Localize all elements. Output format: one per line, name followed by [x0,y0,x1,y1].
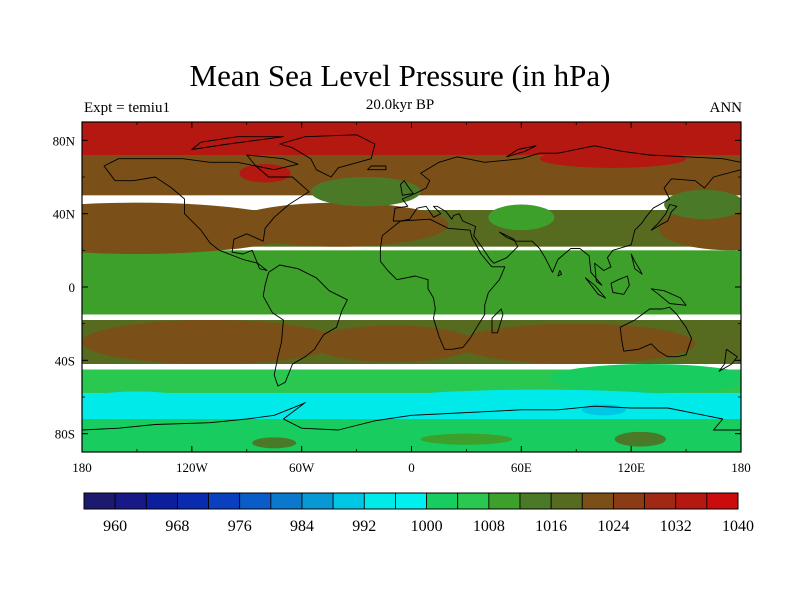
y-tick-label: 0 [69,280,76,295]
colorbar-label: 976 [228,518,252,535]
pressure-cell [310,177,421,207]
coastline [262,264,348,387]
x-tick-label: 60E [511,460,532,475]
coastline [630,253,643,275]
colorbar-swatch [301,492,334,510]
pressure-cell [539,149,687,168]
colorbar-swatch [177,492,209,510]
colorbar-swatch [550,492,583,510]
colorbar-label: 1032 [660,518,692,535]
map-axes: 180 120W 60W 0 60E 120E 180 80N 40N 0 40S 80S [53,122,751,475]
pressure-cell [581,404,626,416]
colorbar-swatch [363,492,396,510]
y-tick-label: 40S [55,353,75,368]
colorbar-label: 1000 [411,518,443,535]
y-tick-label: 80S [55,427,75,442]
page-title: Mean Sea Level Pressure (in hPa) [189,58,611,93]
subtitle: 20.0kyr BP [365,97,435,113]
pressure-cell [82,320,339,364]
pressure-cell [310,325,476,363]
colorbar-swatch [457,492,490,510]
colorbar-swatch [114,492,147,510]
x-tick-label: 60W [289,460,315,475]
colorbar-frame [83,492,739,510]
coastline [650,204,678,231]
coastline [379,218,506,350]
coastline [246,154,299,171]
coastline [491,308,504,334]
pressure-cell [228,202,449,247]
x-tick-label: 0 [408,460,415,475]
colorbar-swatch [239,492,272,510]
colorbar-label: 1008 [473,518,505,535]
pressure-cell [664,189,741,220]
colorbar-label: 1016 [535,518,567,535]
colorbar-swatch [395,492,427,510]
colorbar-swatch [270,492,303,510]
coastline [506,145,537,158]
colorbar-label: 984 [290,518,314,535]
colorbar-swatch [519,492,552,510]
pressure-cell [252,437,297,449]
colorbar-swatch [581,492,614,510]
pressure-cell [548,364,741,394]
experiment-label: Expt = temiu1 [84,100,170,116]
colorbar-swatch [83,492,116,510]
coastline [103,158,310,271]
coastline [650,288,687,306]
colorbar-swatch [332,492,365,510]
colorbar-swatch [675,492,708,510]
colorbar-swatch [613,492,645,510]
coastline [400,180,414,196]
coastlines [82,134,741,452]
colorbar-label: 960 [103,518,127,535]
colorbar-swatch [426,492,459,510]
pressure-cell [457,323,696,365]
colorbar-swatch [488,492,521,510]
pressure-field [82,122,741,452]
colorbar: 960 968 976 984 992 1000 1008 1016 1024 1032 1040 [83,492,754,535]
coastline [557,270,563,277]
colorbar-swatch [145,492,178,510]
pressure-cell [614,431,666,447]
y-tick-label: 80N [53,133,76,148]
y-tick-label: 40N [53,207,76,222]
colorbar-swatch [644,492,677,510]
coastline [610,275,630,295]
pressure-cell [488,204,555,231]
coastline [191,136,284,150]
colorbar-swatch [208,492,241,510]
coastline [619,306,693,358]
pressure-cell [420,433,513,445]
x-tick-label: 180 [72,460,92,475]
colorbar-label: 992 [352,518,376,535]
colorbar-swatch [706,492,739,510]
x-tick-label: 180 [731,460,751,475]
coastline [584,277,606,299]
coastline [82,402,741,452]
coastline [367,165,387,171]
pressure-band-tropics [82,250,741,315]
coastline [392,145,741,286]
colorbar-label: 968 [165,518,189,535]
pressure-cell [82,391,192,410]
season-label: ANN [709,100,743,116]
coastline [279,134,376,178]
colorbar-label: 1040 [722,518,754,535]
coastline [718,348,738,372]
x-tick-label: 120E [617,460,645,475]
colorbar-label: 1024 [597,518,629,535]
x-tick-label: 120W [176,460,209,475]
